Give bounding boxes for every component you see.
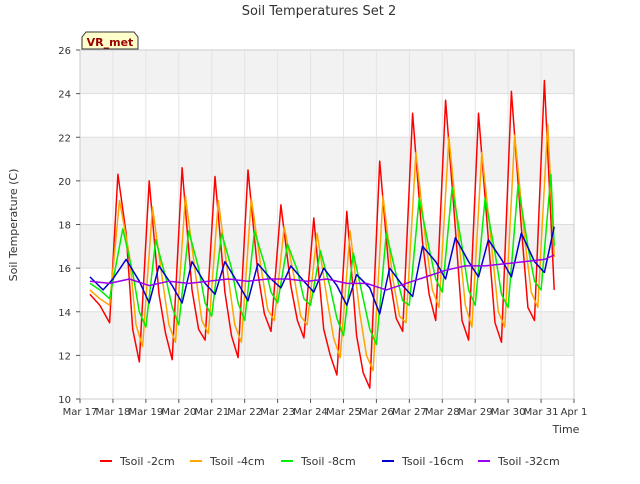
- x-tick-label: Mar 19: [128, 407, 163, 418]
- series-line-tsoil-2cm: [89, 79, 555, 389]
- x-tick-label: Mar 18: [96, 407, 131, 418]
- y-tick-label: 10: [58, 395, 71, 406]
- vr-met-badge: VR_met: [81, 31, 139, 50]
- y-axis-ticks: 10 12 14 16 18 20 22 24 26: [58, 46, 80, 406]
- x-tick-label: Mar 21: [194, 407, 229, 418]
- x-tick-label: Mar 29: [458, 407, 493, 418]
- x-tick-label: Mar 28: [425, 407, 460, 418]
- series-layer: [89, 79, 555, 389]
- x-tick-label: Mar 20: [161, 407, 196, 418]
- legend-label: Tsoil -8cm: [300, 455, 356, 468]
- legend-label: Tsoil -32cm: [497, 455, 560, 468]
- y-tick-label: 22: [58, 133, 71, 144]
- y-tick-label: 12: [58, 351, 71, 362]
- legend-label: Tsoil -4cm: [209, 455, 265, 468]
- y-tick-label: 24: [58, 90, 71, 101]
- x-tick-label: Mar 31: [524, 407, 559, 418]
- x-tick-label: Mar 23: [260, 407, 295, 418]
- y-tick-label: 18: [58, 221, 71, 232]
- x-axis-label: Time: [552, 423, 580, 436]
- x-tick-label: Mar 24: [293, 407, 328, 418]
- x-tick-label: Apr 1: [561, 407, 588, 418]
- y-tick-label: 16: [58, 264, 71, 275]
- legend-label: Tsoil -16cm: [401, 455, 464, 468]
- series-line-tsoil-32cm: [89, 254, 555, 291]
- series-line-tsoil-4cm: [89, 123, 555, 372]
- background-band: [80, 93, 574, 138]
- series-line-tsoil-16cm: [89, 226, 555, 315]
- background-band: [80, 311, 574, 356]
- background-band: [80, 137, 574, 181]
- x-tick-label: Mar 17: [63, 407, 98, 418]
- background-band: [80, 180, 574, 225]
- legend-label: Tsoil -2cm: [119, 455, 175, 468]
- y-tick-label: 14: [58, 308, 71, 319]
- background-band: [80, 355, 574, 399]
- x-tick-label: Mar 27: [392, 407, 427, 418]
- legend: Tsoil -2cm Tsoil -4cm Tsoil -8cm Tsoil -16c…: [100, 455, 560, 468]
- chart-title: Soil Temperatures Set 2: [242, 4, 397, 19]
- y-axis-label: Soil Temperature (C): [7, 169, 20, 282]
- background-band: [80, 50, 574, 94]
- vr-met-badge-label: VR_met: [87, 36, 134, 49]
- y-tick-label: 20: [58, 177, 71, 188]
- x-tick-label: Mar 22: [227, 407, 262, 418]
- y-tick-label: 26: [58, 46, 71, 57]
- x-tick-label: Mar 25: [326, 407, 361, 418]
- x-tick-label: Mar 26: [359, 407, 394, 418]
- series-line-tsoil-8cm: [89, 173, 555, 346]
- x-tick-label: Mar 30: [491, 407, 526, 418]
